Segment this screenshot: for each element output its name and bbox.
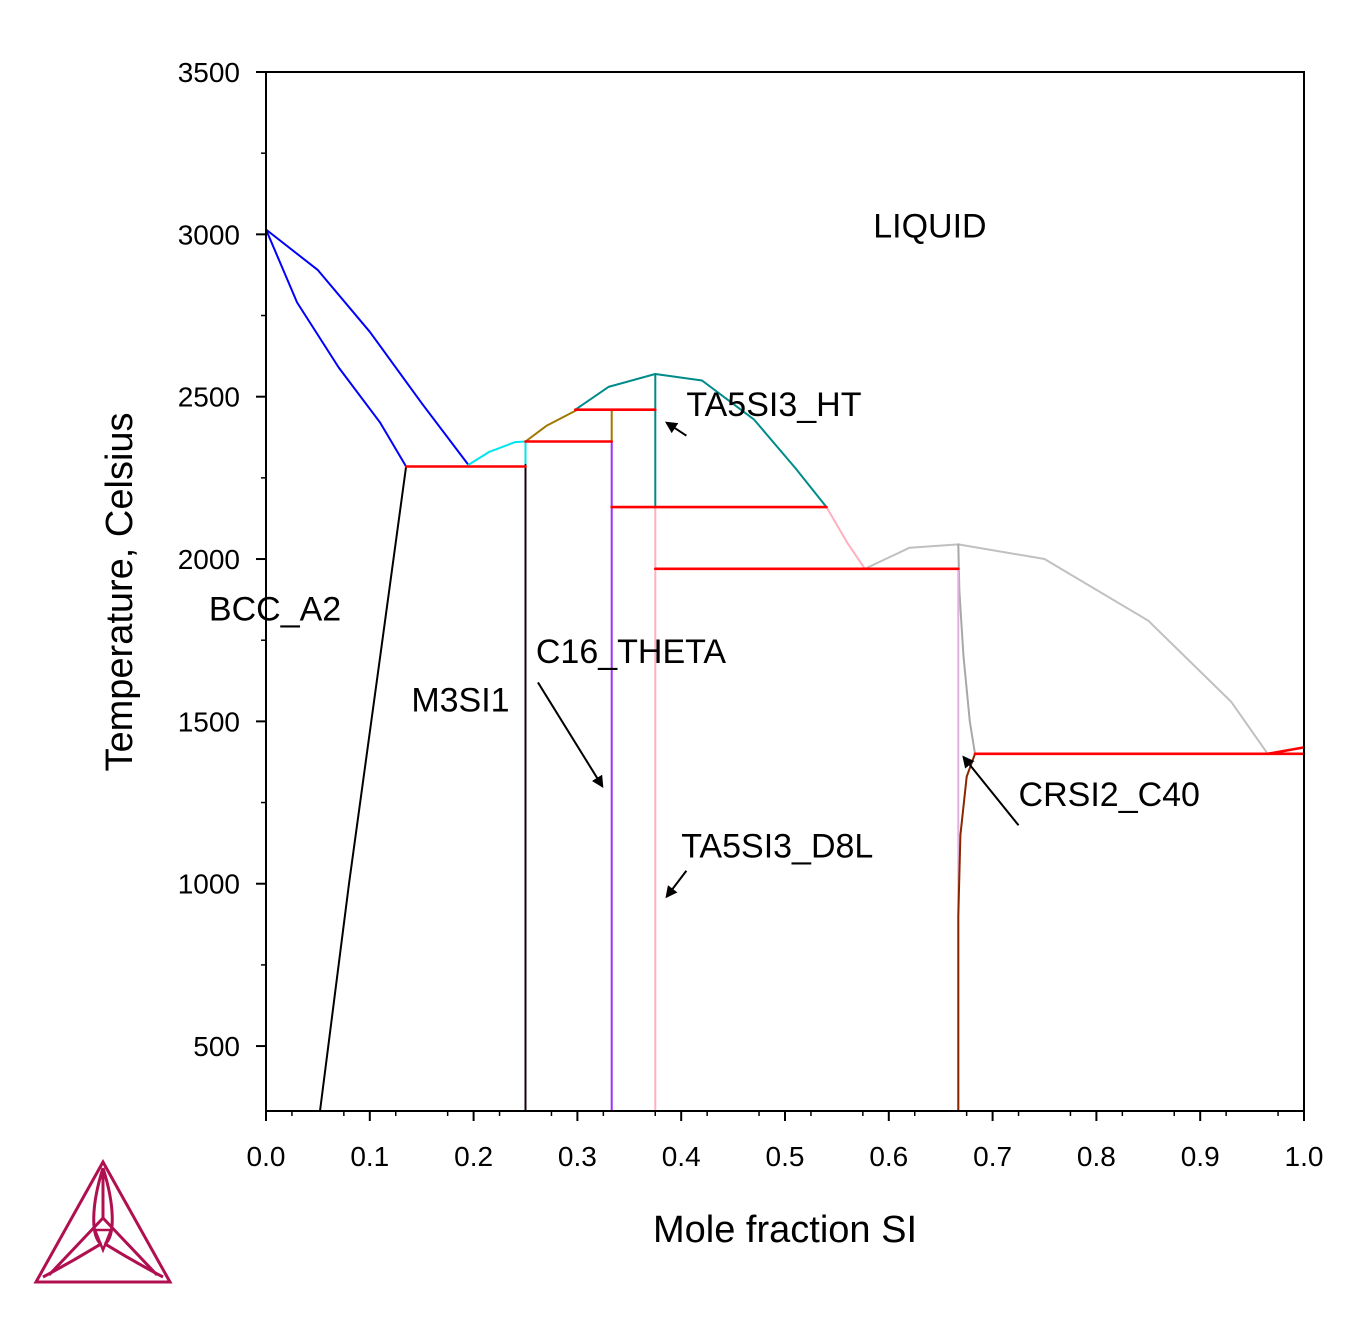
phase-boundary-line-11	[957, 543, 976, 755]
phase-boundary-line-23	[1266, 746, 1306, 756]
plot-frame	[265, 71, 1305, 1112]
phase-label: CRSI2_C40	[1019, 776, 1200, 814]
phase-boundary-line-1	[265, 228, 408, 468]
y-axis: 500 1000 1500 2000 2500 3000 3500	[178, 57, 266, 1062]
y-axis-title: Temperature, Celsius	[99, 412, 141, 771]
y-tick-label: 3500	[178, 57, 240, 88]
phase-boundary-line-15	[319, 465, 408, 1112]
phase-label: C16_THETA	[536, 633, 727, 671]
x-tick-label: 0.0	[247, 1141, 286, 1172]
phase-label: BCC_A2	[209, 591, 341, 629]
phase-boundary-line-16	[957, 752, 976, 1112]
x-tick-label: 0.2	[454, 1141, 493, 1172]
y-tick-label: 3000	[178, 219, 240, 250]
phase-labels: LIQUID BCC_A2 M3SI1 C16_THETA TA5SI3_HT TA5SI…	[209, 208, 1200, 866]
phase-boundary-line-6	[574, 373, 828, 509]
phase-label: M3SI1	[411, 682, 509, 720]
x-tick-label: 0.6	[869, 1141, 908, 1172]
y-tick-label: 2500	[178, 382, 240, 413]
phase-label: LIQUID	[873, 208, 986, 246]
annotation-arrow	[665, 870, 688, 899]
x-tick-label: 0.7	[973, 1141, 1012, 1172]
x-tick-label: 0.9	[1181, 1141, 1220, 1172]
phase-boundary-line-8	[825, 506, 866, 570]
phase-boundary-line-0	[265, 228, 470, 466]
y-tick-label: 2000	[178, 544, 240, 575]
annotation-arrow	[664, 421, 687, 437]
series-layer	[265, 228, 1306, 1112]
phase-boundary-line-2	[467, 440, 527, 466]
annotation-arrow	[962, 755, 1020, 826]
phase-boundary-line-10	[863, 543, 1269, 755]
phase-boundary-line-4	[524, 408, 605, 443]
x-tick-label: 0.8	[1077, 1141, 1116, 1172]
phase-label: TA5SI3_D8L	[681, 828, 873, 866]
x-axis: 0.0 0.1 0.2 0.3 0.4 0.5 0.6 0.7 0.8 0.9 1.0	[247, 1111, 1324, 1172]
phase-label: TA5SI3_HT	[686, 386, 861, 424]
thermo-calc-logo-icon	[33, 1158, 173, 1284]
y-tick-label: 1500	[178, 706, 240, 737]
y-tick-label: 500	[193, 1031, 240, 1062]
annotation-arrow	[537, 681, 604, 789]
x-axis-title: Mole fraction SI	[653, 1209, 917, 1251]
x-tick-label: 1.0	[1285, 1141, 1324, 1172]
y-tick-label: 1000	[178, 869, 240, 900]
x-tick-label: 0.3	[558, 1141, 597, 1172]
x-tick-label: 0.4	[662, 1141, 701, 1172]
annotation-arrows	[537, 421, 1020, 899]
x-tick-label: 0.1	[350, 1141, 389, 1172]
x-tick-label: 0.5	[766, 1141, 805, 1172]
